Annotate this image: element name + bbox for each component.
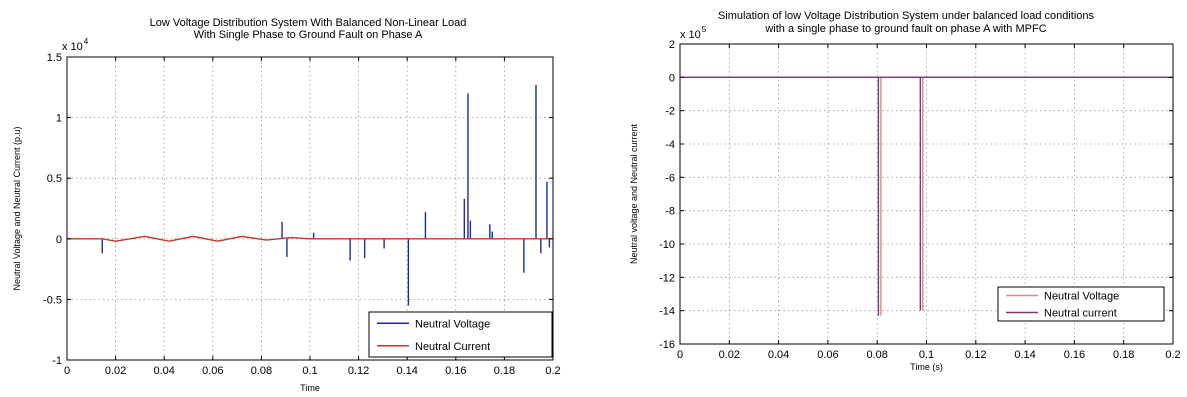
y-tick-label: 1 <box>56 113 62 125</box>
x-tick-label: 0 <box>677 349 683 361</box>
y-axis-label: Neutral voltage and Neutral current <box>629 123 639 264</box>
y-tick-label: -8 <box>665 206 675 218</box>
x-tick-label: 0.16 <box>1064 349 1085 361</box>
x-tick-label: 0.04 <box>768 349 789 361</box>
y-multiplier-exponent: 5 <box>702 25 707 34</box>
x-tick-label: 0.1 <box>302 365 317 377</box>
x-tick-label: 0.18 <box>1113 349 1134 361</box>
x-tick-label: 0.18 <box>494 365 515 377</box>
series-neutral-current <box>680 76 1173 316</box>
y-tick-label: 1.5 <box>47 52 62 64</box>
series-line <box>67 235 553 242</box>
x-tick-label: 0.12 <box>965 349 986 361</box>
y-multiplier: x 10 <box>62 41 83 53</box>
y-multiplier: x 10 <box>680 29 701 41</box>
x-tick-label: 0.04 <box>153 365 174 377</box>
x-tick-label: 0.14 <box>396 365 417 377</box>
chart-title-line: With Single Phase to Ground Fault on Pha… <box>194 29 423 41</box>
y-tick-label: -0.5 <box>43 294 62 306</box>
x-axis-label: Time <box>300 383 320 393</box>
y-tick-label: -10 <box>659 239 675 251</box>
x-tick-label: 0.08 <box>251 365 272 377</box>
chart-2: 0 0.02 0.04 0.06 0.08 0.1 0.12 0.14 0.16 0.18 0.2 -… <box>629 10 1181 372</box>
chart-1: 0 0.02 0.04 0.06 0.08 0.1 0.12 0.14 0.16 0.18 0.2 -… <box>12 17 561 393</box>
y-tick-label: 0.5 <box>47 173 62 185</box>
x-tick-label: 0.02 <box>105 365 126 377</box>
x-tick-label: 0 <box>64 365 70 377</box>
chart-title-line: Simulation of low Voltage Distribution S… <box>718 10 1095 22</box>
y-tick-label: -16 <box>659 339 675 351</box>
x-tick-label: 0.06 <box>817 349 838 361</box>
legend-box <box>368 311 553 358</box>
series-neutral-current <box>67 235 553 242</box>
x-tick-label: 0.12 <box>348 365 369 377</box>
series-neutral-voltage <box>101 84 551 306</box>
x-axis-label: Time (s) <box>910 362 943 372</box>
y-axis-label: Neutral Voltage and Neutral Current (p.u… <box>12 126 22 290</box>
x-tick-label: 0.06 <box>202 365 223 377</box>
x-tick-label: 0.08 <box>866 349 887 361</box>
x-tick-label: 0.1 <box>919 349 934 361</box>
y-tick-label: -4 <box>665 139 675 151</box>
legend-label: Neutral current <box>1044 308 1117 320</box>
tick-marks <box>679 43 1174 345</box>
y-tick-label: 2 <box>669 39 675 51</box>
y-tick-label: -1 <box>52 355 62 367</box>
x-tick-label: 0.14 <box>1014 349 1035 361</box>
y-tick-label: 0 <box>669 72 675 84</box>
legend: Neutral Voltage Neutral Current <box>368 311 553 358</box>
y-tick-label: 0 <box>56 234 62 246</box>
y-multiplier-exponent: 4 <box>84 37 89 46</box>
y-tick-label: -6 <box>665 172 675 184</box>
y-tick-label: -12 <box>659 272 675 284</box>
series-line <box>680 76 1173 316</box>
legend-label: Neutral Voltage <box>1044 291 1119 303</box>
x-tick-label: 0.2 <box>545 365 560 377</box>
x-tick-label: 0.02 <box>719 349 740 361</box>
legend-box <box>997 286 1165 322</box>
tick-marks <box>66 56 554 361</box>
y-tick-label: -2 <box>665 106 675 118</box>
legend: Neutral Voltage Neutral current <box>997 286 1165 322</box>
grid-lines <box>67 57 553 360</box>
legend-label: Neutral Voltage <box>415 318 490 330</box>
y-tick-label: -14 <box>659 306 675 318</box>
x-tick-label: 0.2 <box>1165 349 1180 361</box>
chart-title-line: with a single phase to ground fault on p… <box>764 23 1046 35</box>
x-tick-label: 0.16 <box>445 365 466 377</box>
legend-label: Neutral Current <box>415 341 490 353</box>
chart-title-line: Low Voltage Distribution System With Bal… <box>150 17 467 29</box>
